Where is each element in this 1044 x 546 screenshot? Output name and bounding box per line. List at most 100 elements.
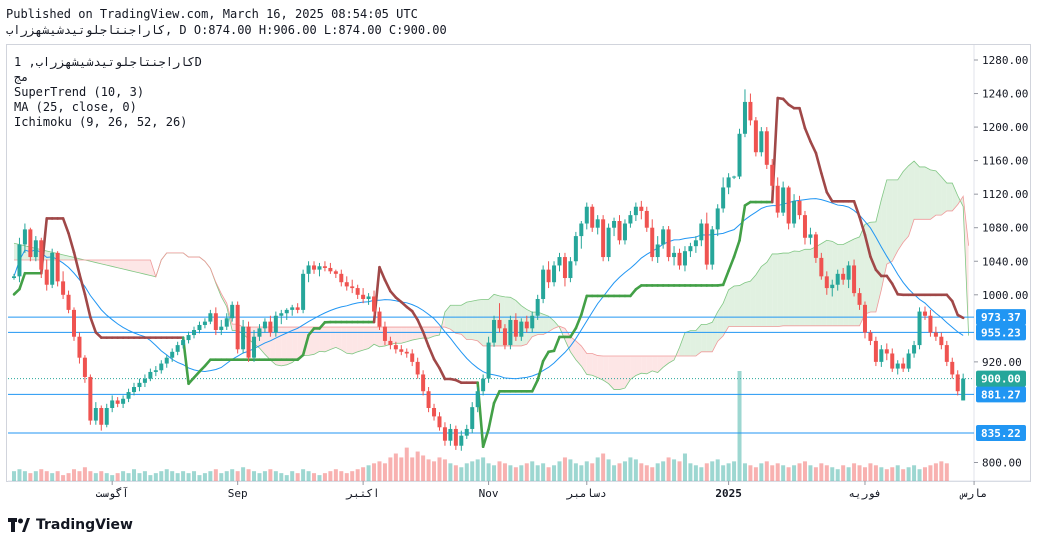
candle-body xyxy=(99,407,104,425)
volume-bar xyxy=(284,475,289,481)
legend-ma[interactable]: MA (25, close, 0) xyxy=(14,100,137,114)
volume-bar xyxy=(208,471,213,481)
candle-body xyxy=(159,363,164,371)
volume-bar xyxy=(61,475,66,481)
cloud-segment xyxy=(946,183,953,211)
candle-body xyxy=(470,407,475,429)
candle xyxy=(295,303,300,314)
volume-bar xyxy=(797,463,802,481)
candle xyxy=(115,397,120,408)
volume-bar xyxy=(497,461,502,481)
volume-bar xyxy=(912,465,917,481)
time-tick-label: مارس xyxy=(959,487,988,500)
cloud-segment xyxy=(679,332,685,357)
volume-bar xyxy=(93,473,98,481)
candle-body xyxy=(917,311,922,346)
supertrend-segment xyxy=(574,313,583,330)
volume-bar xyxy=(868,463,873,481)
cloud-segment xyxy=(292,327,298,363)
cloud-segment xyxy=(941,176,947,216)
supertrend-segment xyxy=(885,274,894,286)
volume-bar xyxy=(513,467,518,481)
candle-body xyxy=(88,376,93,421)
supertrend-segment xyxy=(536,359,545,382)
candle xyxy=(628,210,633,228)
candle xyxy=(137,378,142,392)
volume-bar xyxy=(421,455,426,481)
volume-bar xyxy=(693,465,698,481)
candle-body xyxy=(481,378,486,392)
candle xyxy=(448,423,453,446)
volume-bar xyxy=(726,463,731,481)
tradingview-logo[interactable]: TradingView xyxy=(8,517,133,533)
candle xyxy=(557,252,562,272)
cloud-segment xyxy=(630,356,636,380)
candle xyxy=(159,360,164,374)
candle-body xyxy=(241,326,246,350)
time-tick-label: فوریه xyxy=(848,487,881,500)
volume-bar xyxy=(459,467,464,481)
candle-body xyxy=(219,326,224,331)
volume-bar xyxy=(241,467,246,481)
candle xyxy=(50,248,55,289)
candle xyxy=(82,355,87,383)
volume-bar xyxy=(301,469,306,481)
cloud-segment xyxy=(570,336,576,360)
legend-ichimoku[interactable]: Ichimoku (9, 26, 52, 26) xyxy=(14,115,188,129)
time-tick-label: 2025 xyxy=(715,487,742,500)
cloud-segment xyxy=(930,169,936,220)
legend-supertrend[interactable]: SuperTrend (10, 3) xyxy=(14,85,145,99)
cloud-segment xyxy=(684,330,691,357)
candle-body xyxy=(781,187,786,213)
time-tick-label: Nov xyxy=(479,487,499,500)
candle-body xyxy=(121,398,126,404)
volume-bar xyxy=(132,469,137,481)
cloud-segment xyxy=(117,259,124,270)
cloud-segment xyxy=(357,327,364,352)
volume-bar xyxy=(704,463,709,481)
supertrend-segment xyxy=(372,265,381,324)
volume-bar xyxy=(672,459,677,481)
volume-bar xyxy=(28,473,33,481)
cloud-segment xyxy=(624,356,631,389)
candle-body xyxy=(677,252,682,266)
candle-body xyxy=(857,293,862,305)
candle xyxy=(322,261,327,272)
price-chart[interactable]: 800.00 920.00 1000.00 1040.00 1080.00 1120.00… xyxy=(0,0,1044,510)
price-lines xyxy=(8,316,974,434)
cloud-segment xyxy=(794,250,800,326)
candle-body xyxy=(202,321,207,325)
price-tag-bg xyxy=(976,309,1026,326)
candle-body xyxy=(44,269,49,285)
supertrend-segment xyxy=(301,333,310,357)
candle-body xyxy=(137,382,142,388)
candle-body xyxy=(792,200,797,224)
candle xyxy=(355,284,360,299)
candle xyxy=(895,360,900,375)
supertrend-segment xyxy=(432,357,441,370)
supertrend-segment xyxy=(858,215,867,237)
candle xyxy=(497,303,502,333)
cloud-segment xyxy=(766,253,773,327)
cloud-segment xyxy=(363,327,369,351)
volume-bar xyxy=(55,471,60,481)
candle-body xyxy=(519,321,524,337)
candle xyxy=(312,261,317,274)
cloud-segment xyxy=(401,327,407,344)
price-tag: 955.23 xyxy=(976,324,1026,341)
supertrend-segment xyxy=(569,326,578,339)
candle-body xyxy=(328,267,333,272)
candle-body xyxy=(344,282,349,287)
candle-body xyxy=(66,294,71,310)
candle xyxy=(22,223,27,253)
candle-body xyxy=(333,271,338,274)
candle-body xyxy=(944,345,949,362)
cloud-segment xyxy=(537,311,544,335)
volume-bar xyxy=(617,463,622,481)
candle-body xyxy=(230,304,235,319)
candle-body xyxy=(508,319,513,346)
cloud-segment xyxy=(112,259,118,268)
volume-bar xyxy=(770,465,775,481)
candle-body xyxy=(579,223,584,237)
cloud-segment xyxy=(614,356,620,390)
